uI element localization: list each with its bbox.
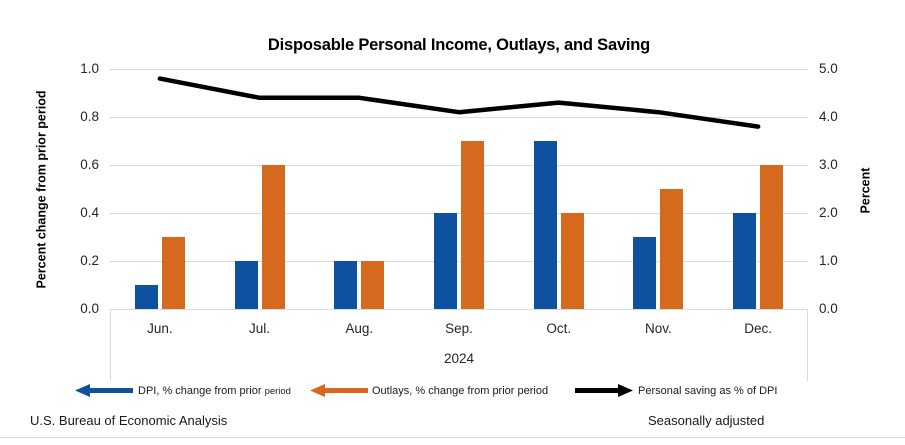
left-axis-tick-label: 0.8 xyxy=(80,109,99,124)
right-axis-tick-label: 1.0 xyxy=(819,253,838,268)
bar-dpi xyxy=(234,261,258,309)
dpi-legend-label-small: period xyxy=(264,386,291,397)
bar-outlays xyxy=(560,213,584,309)
right-axis-tick-label: 2.0 xyxy=(819,205,838,220)
gridline xyxy=(110,69,808,70)
axis-box-left-edge xyxy=(110,309,111,381)
left-axis-tick-label: 0.0 xyxy=(80,301,99,316)
dpi-legend-label: DPI, % change from prior period xyxy=(138,383,291,399)
bar-outlays xyxy=(161,237,185,309)
dpi-legend-arrow-icon xyxy=(75,384,133,397)
left-axis-title: Percent change from prior period xyxy=(34,90,49,289)
left-axis-tick-label: 0.6 xyxy=(80,157,99,172)
bar-dpi xyxy=(533,141,557,309)
month-label: Jul. xyxy=(249,321,271,336)
saving-legend-arrow-icon xyxy=(575,384,633,397)
saving-legend-label: Personal saving as % of DPI xyxy=(638,385,778,397)
month-label: Aug. xyxy=(345,321,374,336)
bar-dpi xyxy=(134,285,158,309)
gridline xyxy=(110,117,808,118)
x-axis-year-label: 2024 xyxy=(443,351,475,366)
left-axis-tick-label: 0.2 xyxy=(80,253,99,268)
gridline xyxy=(110,261,808,262)
bottom-divider xyxy=(0,437,905,438)
bar-outlays xyxy=(461,141,484,309)
dpi-legend-label-main: DPI, % change from prior xyxy=(138,385,265,397)
right-axis-tick-label: 3.0 xyxy=(819,157,838,172)
bar-dpi xyxy=(733,213,757,309)
gridline xyxy=(110,213,808,214)
chart-title: Disposable Personal Income, Outlays, and… xyxy=(267,36,651,54)
bar-outlays xyxy=(361,261,385,309)
right-axis-tick-label: 5.0 xyxy=(819,61,838,76)
month-label: Jun. xyxy=(147,321,173,336)
right-axis-tick-label: 0.0 xyxy=(819,301,838,316)
month-label: Dec. xyxy=(744,321,773,336)
outlays-legend-label: Outlays, % change from prior period xyxy=(372,385,549,397)
bar-outlays xyxy=(261,165,285,309)
left-axis-tick-label: 1.0 xyxy=(80,61,99,76)
seasonal-adjustment-note: Seasonally adjusted xyxy=(648,413,765,428)
bar-dpi xyxy=(334,261,358,309)
bar-dpi xyxy=(633,237,657,309)
right-axis-title: Percent xyxy=(858,167,873,214)
gridline xyxy=(110,309,808,310)
axis-box-right-edge xyxy=(807,309,808,381)
gridline xyxy=(110,165,808,166)
left-axis-tick-label: 0.4 xyxy=(80,205,99,220)
month-label: Oct. xyxy=(546,321,572,336)
month-label: Nov. xyxy=(645,321,672,336)
outlays-legend-arrow-icon xyxy=(310,384,368,397)
bar-outlays xyxy=(660,189,684,309)
personal-saving-line xyxy=(157,76,761,129)
right-axis-tick-label: 4.0 xyxy=(819,109,838,124)
bar-outlays xyxy=(760,165,784,309)
source-attribution: U.S. Bureau of Economic Analysis xyxy=(30,413,228,428)
bar-dpi xyxy=(434,213,457,309)
month-label: Sep. xyxy=(445,321,473,336)
